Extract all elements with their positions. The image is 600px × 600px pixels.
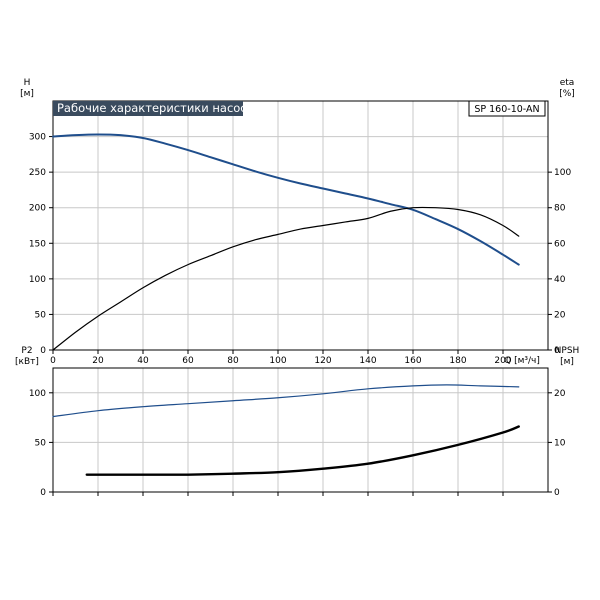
y-right-tick-label: 10 [554, 438, 566, 448]
y-right-label: eta [560, 78, 575, 88]
chart-title: Рабочие характеристики насоса [53, 101, 254, 116]
y-right-tick-label: 20 [554, 389, 566, 399]
y-left-label: P2 [21, 346, 32, 356]
x-axis-label: Q [м³/ч] [504, 356, 540, 366]
plot-area [53, 368, 548, 492]
pump-model-box [468, 100, 546, 117]
x-tick-label: 160 [404, 356, 421, 366]
x-tick-label: 180 [449, 356, 466, 366]
plot-frame [52, 100, 549, 351]
y-left-tick-label: 50 [35, 438, 47, 448]
chart-title-text: Рабочие характеристики насоса [57, 101, 254, 115]
y-left-tick-label: 50 [35, 310, 47, 320]
chart-title-bg [53, 101, 243, 116]
y-right-unit: [м] [560, 357, 574, 367]
y-left-tick-label: 200 [29, 204, 46, 214]
x-tick-label: 20 [92, 356, 104, 366]
y-left-tick-label: 100 [29, 275, 46, 285]
y-left-tick-label: 100 [29, 389, 46, 399]
y-right-tick-label: 0 [554, 488, 560, 498]
plot-area [53, 101, 548, 350]
y-left-tick-label: 0 [40, 488, 46, 498]
x-tick-label: 120 [314, 356, 331, 366]
y-right-tick-label: 80 [554, 204, 566, 214]
x-tick-label: 0 [50, 356, 56, 366]
power-npsh-plot: 0 50 100 0 10 20 P2[кВт] NPSH[м] [15, 346, 579, 498]
x-tick-label: 140 [359, 356, 376, 366]
y-left-tick-label: 250 [29, 168, 46, 178]
x-tick-label: 100 [269, 356, 286, 366]
y-right-label: NPSH [555, 346, 580, 356]
y-left-unit: [м] [20, 89, 34, 99]
y-left-tick-label: 0 [40, 346, 46, 356]
y-right-tick-label: 60 [554, 239, 566, 249]
upper-series-line-0 [52, 133, 520, 266]
y-left-tick-label: 300 [29, 133, 46, 143]
y-left-unit: [кВт] [15, 357, 39, 367]
x-tick-label: 60 [182, 356, 194, 366]
x-tick-label: 200 [494, 356, 511, 366]
plot-frame [52, 367, 549, 493]
upper-series-line-1 [52, 206, 520, 351]
y-left-tick-label: 150 [29, 239, 46, 249]
x-tick-label: 40 [137, 356, 149, 366]
y-right-tick-label: 100 [554, 168, 571, 178]
y-right-unit: [%] [559, 89, 575, 99]
pump-model-text: SP 160-10-AN [474, 104, 539, 115]
lower-series-line-0 [52, 384, 520, 418]
y-right-tick-label: 40 [554, 275, 566, 285]
y-right-tick-label: 0 [554, 346, 560, 356]
pump-model: SP 160-10-AN [468, 100, 546, 117]
y-right-tick-label: 20 [554, 310, 566, 320]
head-efficiency-plot: 0 50 100 150 200 250 300 0 20 40 60 80 100 0 20 40 60 80 1… [20, 78, 575, 366]
y-left-label: H [24, 78, 31, 88]
x-tick-label: 80 [227, 356, 239, 366]
lower-series-line-1 [85, 425, 520, 476]
